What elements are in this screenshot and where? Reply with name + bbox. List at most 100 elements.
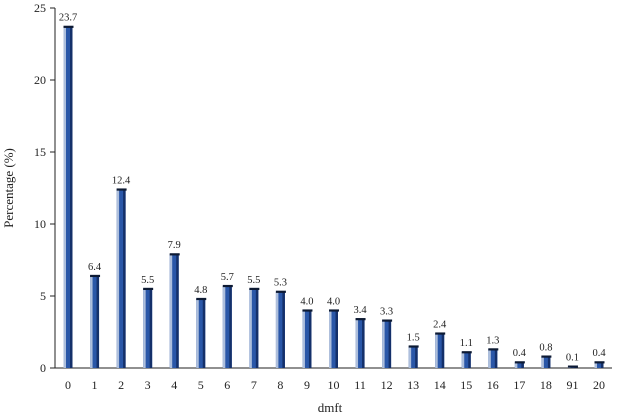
bar-cap [275,290,286,293]
bar [169,253,180,368]
bar-highlight [275,291,279,368]
data-label: 1.5 [407,332,420,343]
bar [302,309,313,368]
bar [275,290,286,368]
x-tick-label: 11 [354,378,366,392]
x-tick-label: 14 [434,378,446,392]
bar-shade [441,333,445,368]
bar [143,287,154,368]
x-tick-label: 5 [198,378,204,392]
bar-cap [488,348,499,351]
x-tick-label: 6 [224,378,230,392]
bar-body [594,362,604,368]
x-tick-label: 9 [304,378,310,392]
bar-shade [335,310,338,368]
data-label: 0.8 [539,342,552,353]
bar [488,348,499,368]
bar-cap [514,361,525,364]
bar-highlight [594,362,597,368]
data-label: 0.1 [566,353,579,364]
data-label: 4.0 [300,296,313,307]
x-tick-label: 15 [460,378,472,392]
bar-highlight [514,362,518,368]
y-axis-title: Percentage (%) [1,148,16,228]
bar-highlight [435,333,438,368]
x-tick-label: 20 [593,378,605,392]
bar-body [116,189,126,368]
x-tick-label: 13 [407,378,419,392]
bar [541,355,552,368]
x-tick-label: 8 [277,378,283,392]
bar-highlight [408,346,412,368]
bar-highlight [90,275,93,368]
y-tick-label: 10 [34,217,46,231]
bar [90,274,101,368]
bar-cap [461,351,472,354]
bar [196,297,207,368]
x-ticks: 0 1 2 3 4 5 6 7 8 9 10 11 12 13 14 15 16 17 18 91 20 [65,378,605,392]
y-tick-label: 0 [40,361,46,375]
bar-highlight [196,298,199,368]
data-label: 5.5 [141,275,154,286]
y-tick-label: 15 [34,145,46,159]
bar-shade [362,319,365,368]
y-tick-label: 5 [40,289,46,303]
bar-cap [222,284,233,288]
bar-cap [435,332,446,335]
data-label: 6.4 [88,262,102,273]
bar-body [275,291,285,368]
bar-body [302,310,312,368]
bar-cap [541,355,552,358]
bars: 23.7 6.4 12.4 5.5 7.9 4.8 5.7 5.5 5.3 4.0 4.0 3.4 3.… [59,13,606,368]
x-tick-label: 1 [92,378,98,392]
bar-body [90,275,100,368]
bar-shade [282,291,285,368]
data-label: 3.3 [380,306,393,317]
data-label: 1.3 [486,335,499,346]
bar [222,284,233,368]
bar-cap [567,365,578,368]
bar-highlight [302,310,305,368]
bar-highlight [63,26,66,368]
bar-shade [521,362,524,368]
bar-shade [547,356,551,368]
bar-body [435,333,445,368]
bar-body [143,288,153,368]
bar-cap [169,253,180,256]
bar-shade [96,275,100,368]
bar [382,319,393,368]
bar-highlight [116,189,120,368]
bar-shade [149,288,153,368]
x-tick-label: 16 [487,378,499,392]
bar-highlight [355,319,359,368]
bar [116,188,127,368]
y-ticks: 0 5 10 15 20 25 [34,1,55,375]
y-tick-label: 20 [34,73,46,87]
bar-shade [202,298,206,368]
x-tick-label: 12 [381,378,393,392]
data-label: 1.1 [460,338,473,349]
bar [249,287,260,368]
bar-body [461,352,471,368]
x-tick-label: 3 [145,378,151,392]
x-tick-label: 0 [65,378,71,392]
bar-body [488,349,498,368]
data-label: 3.4 [353,305,367,316]
x-tick-label: 18 [540,378,552,392]
data-label: 5.7 [221,272,234,283]
bar-cap [329,309,339,312]
bar-shade [415,346,418,368]
data-label: 5.3 [274,278,287,289]
y-tick-label: 25 [34,1,46,15]
bar [408,345,419,368]
bar-highlight [169,254,173,368]
bar-shade [601,362,604,368]
bar-shade [494,349,498,368]
x-axis-title: dmft [318,400,343,415]
bar [63,25,74,368]
bar-cap [382,319,393,322]
bar [329,309,339,368]
bar-highlight [488,349,491,368]
x-tick-label: 7 [251,378,257,392]
